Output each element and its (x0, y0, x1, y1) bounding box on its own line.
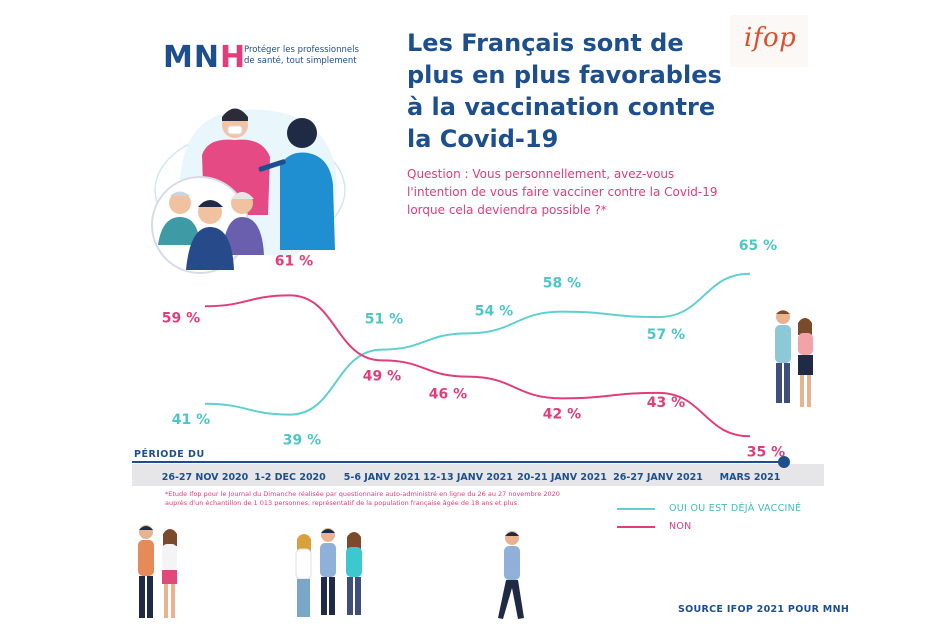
syringe-icon (258, 159, 286, 172)
source-note: SOURCE IFOP 2021 POUR MNH (678, 604, 850, 615)
x-tick-label: MARS 2021 (720, 472, 781, 483)
survey-question: Question : Vous personnellement, avez-vo… (407, 167, 718, 217)
data-label-non: 42 % (543, 406, 581, 422)
people-group-illustration (295, 528, 362, 617)
series-line-oui (204, 272, 751, 416)
x-tick-label: 26-27 NOV 2020 (162, 472, 249, 483)
data-label-non: 59 % (162, 310, 200, 326)
data-label-non: 43 % (647, 395, 685, 411)
x-axis-band (132, 464, 824, 486)
walking-person-illustration (498, 531, 524, 619)
data-label-non: 61 % (275, 253, 313, 269)
data-label-non: 46 % (429, 387, 467, 403)
data-label-oui: 39 % (283, 433, 321, 449)
people-left-illustration (138, 525, 177, 618)
legend-label-non: NON (669, 521, 692, 532)
data-label-oui: 57 % (647, 327, 685, 343)
legend-swatch-non (617, 525, 655, 528)
nurse-body-icon (280, 152, 335, 250)
mnh-tagline: Protéger les professionnels de santé, to… (244, 45, 359, 66)
ifop-logo: ifop (744, 23, 797, 53)
elder-woman-icon (222, 217, 264, 255)
vaccination-illustration (151, 108, 346, 274)
x-axis-title: PÉRIODE DU (134, 449, 205, 460)
nurse-head-icon (287, 118, 317, 148)
data-label-oui: 65 % (739, 238, 777, 254)
data-label-non: 35 % (747, 444, 785, 460)
x-tick-label: 20-21 JANV 2021 (517, 472, 607, 483)
x-tick-label: 26-27 JANV 2021 (613, 472, 703, 483)
legend-label-oui: OUI OU EST DÉJÀ VACCINÉ (669, 503, 802, 514)
x-tick-label: 5-6 JANV 2021 (344, 472, 420, 483)
data-label-non: 49 % (363, 368, 401, 384)
x-tick-label: 1-2 DEC 2020 (254, 472, 326, 483)
elder-man-icon (158, 217, 200, 245)
legend-swatch-oui (617, 507, 655, 510)
page-title: Les Français sont de plus en plus favora… (407, 29, 722, 153)
footnote: *Etude Ifop pour le Journal du Dimanche … (165, 490, 560, 507)
legend-item-non: NON (617, 521, 692, 532)
x-tick-label: 12-13 JANV 2021 (423, 472, 513, 483)
series-line-non (204, 294, 751, 438)
couple-illustration (775, 310, 813, 407)
child-icon (186, 227, 234, 270)
mnh-logo: MNH (163, 40, 247, 75)
data-label-oui: 51 % (365, 312, 403, 328)
data-label-oui: 54 % (475, 303, 513, 319)
legend-item-oui: OUI OU EST DÉJÀ VACCINÉ (617, 503, 801, 514)
data-label-oui: 41 % (172, 412, 210, 428)
data-label-oui: 58 % (543, 276, 581, 292)
x-axis-end-marker (778, 456, 790, 468)
ifop-logo-background (730, 15, 808, 67)
